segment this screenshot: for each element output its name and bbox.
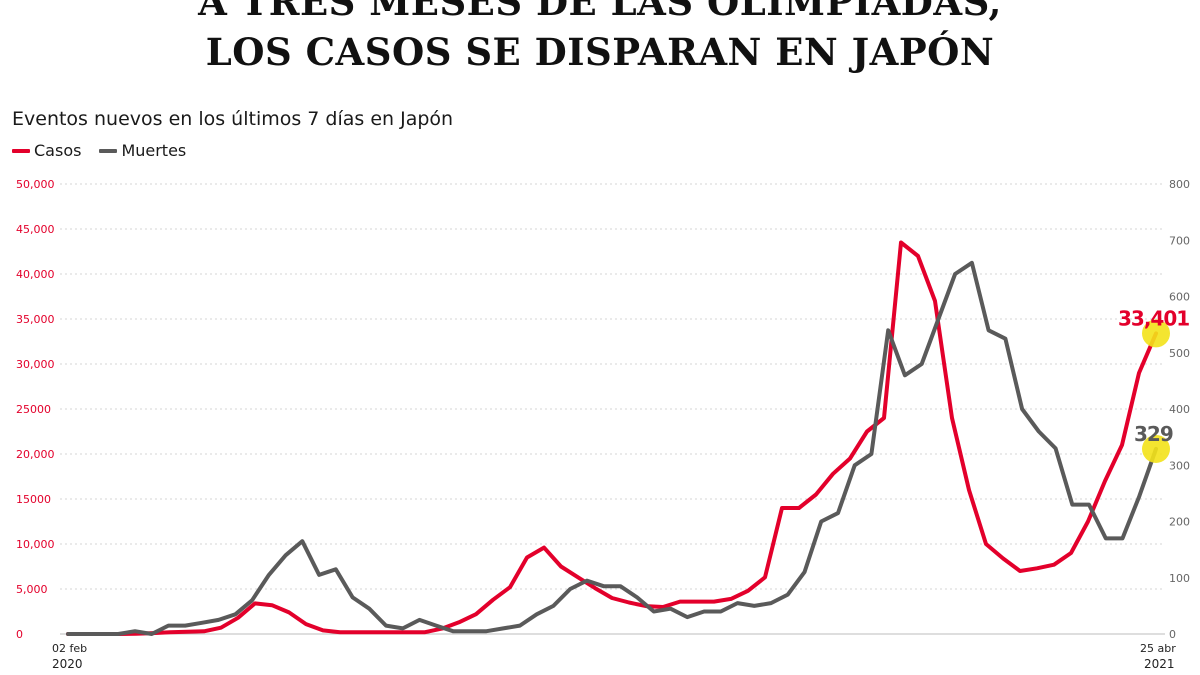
legend-swatch-muertes bbox=[99, 148, 118, 153]
headline-line-2: LOS CASOS SE DISPARAN EN JAPÓN bbox=[205, 30, 995, 74]
x-label-end: 25 abr bbox=[1140, 642, 1176, 655]
x-label-start: 02 feb bbox=[52, 642, 87, 655]
end-label-casos: 33,401 bbox=[1118, 306, 1189, 330]
right-tick-label: 700 bbox=[1169, 234, 1190, 247]
legend-item-casos: Casos bbox=[12, 141, 81, 160]
legend-label-muertes: Muertes bbox=[121, 141, 187, 160]
chart-title: Eventos nuevos en los últimos 7 días en … bbox=[12, 108, 454, 130]
left-tick-label: 20,000 bbox=[16, 448, 55, 461]
right-tick-label: 100 bbox=[1169, 572, 1190, 585]
right-tick-label: 200 bbox=[1169, 516, 1190, 529]
end-highlight-casos bbox=[1142, 319, 1170, 348]
right-tick-label: 0 bbox=[1169, 628, 1176, 641]
end-highlight-muertes bbox=[1142, 434, 1170, 463]
legend-swatch-casos bbox=[12, 148, 30, 153]
chart-legend: Casos Muertes bbox=[12, 141, 186, 160]
left-tick-label: 15000 bbox=[16, 493, 51, 506]
left-tick-label: 0 bbox=[16, 628, 23, 641]
legend-item-muertes: Muertes bbox=[99, 141, 186, 160]
left-tick-label: 35,000 bbox=[16, 313, 55, 326]
x-label-start-year: 2020 bbox=[52, 657, 83, 671]
headline-line-1: A TRES MESES DE LAS OLIMPIADAS, bbox=[198, 0, 1002, 24]
right-tick-label: 500 bbox=[1169, 347, 1190, 360]
left-tick-label: 30,000 bbox=[16, 358, 55, 371]
left-tick-label: 40,000 bbox=[16, 268, 55, 281]
x-label-end-year: 2021 bbox=[1144, 657, 1175, 671]
left-tick-label: 5,000 bbox=[16, 583, 48, 596]
left-tick-label: 50,000 bbox=[16, 178, 55, 191]
left-tick-label: 45,000 bbox=[16, 223, 55, 236]
left-tick-label: 10,000 bbox=[16, 538, 55, 551]
left-tick-label: 25000 bbox=[16, 403, 51, 416]
end-label-muertes: 329 bbox=[1134, 422, 1173, 446]
series-line-muertes bbox=[66, 260, 1158, 636]
series-line-casos bbox=[66, 240, 1158, 636]
right-tick-label: 800 bbox=[1169, 178, 1190, 191]
right-tick-label: 600 bbox=[1169, 291, 1190, 304]
legend-label-casos: Casos bbox=[34, 141, 82, 160]
right-tick-label: 300 bbox=[1169, 459, 1190, 472]
right-tick-label: 400 bbox=[1169, 403, 1190, 416]
